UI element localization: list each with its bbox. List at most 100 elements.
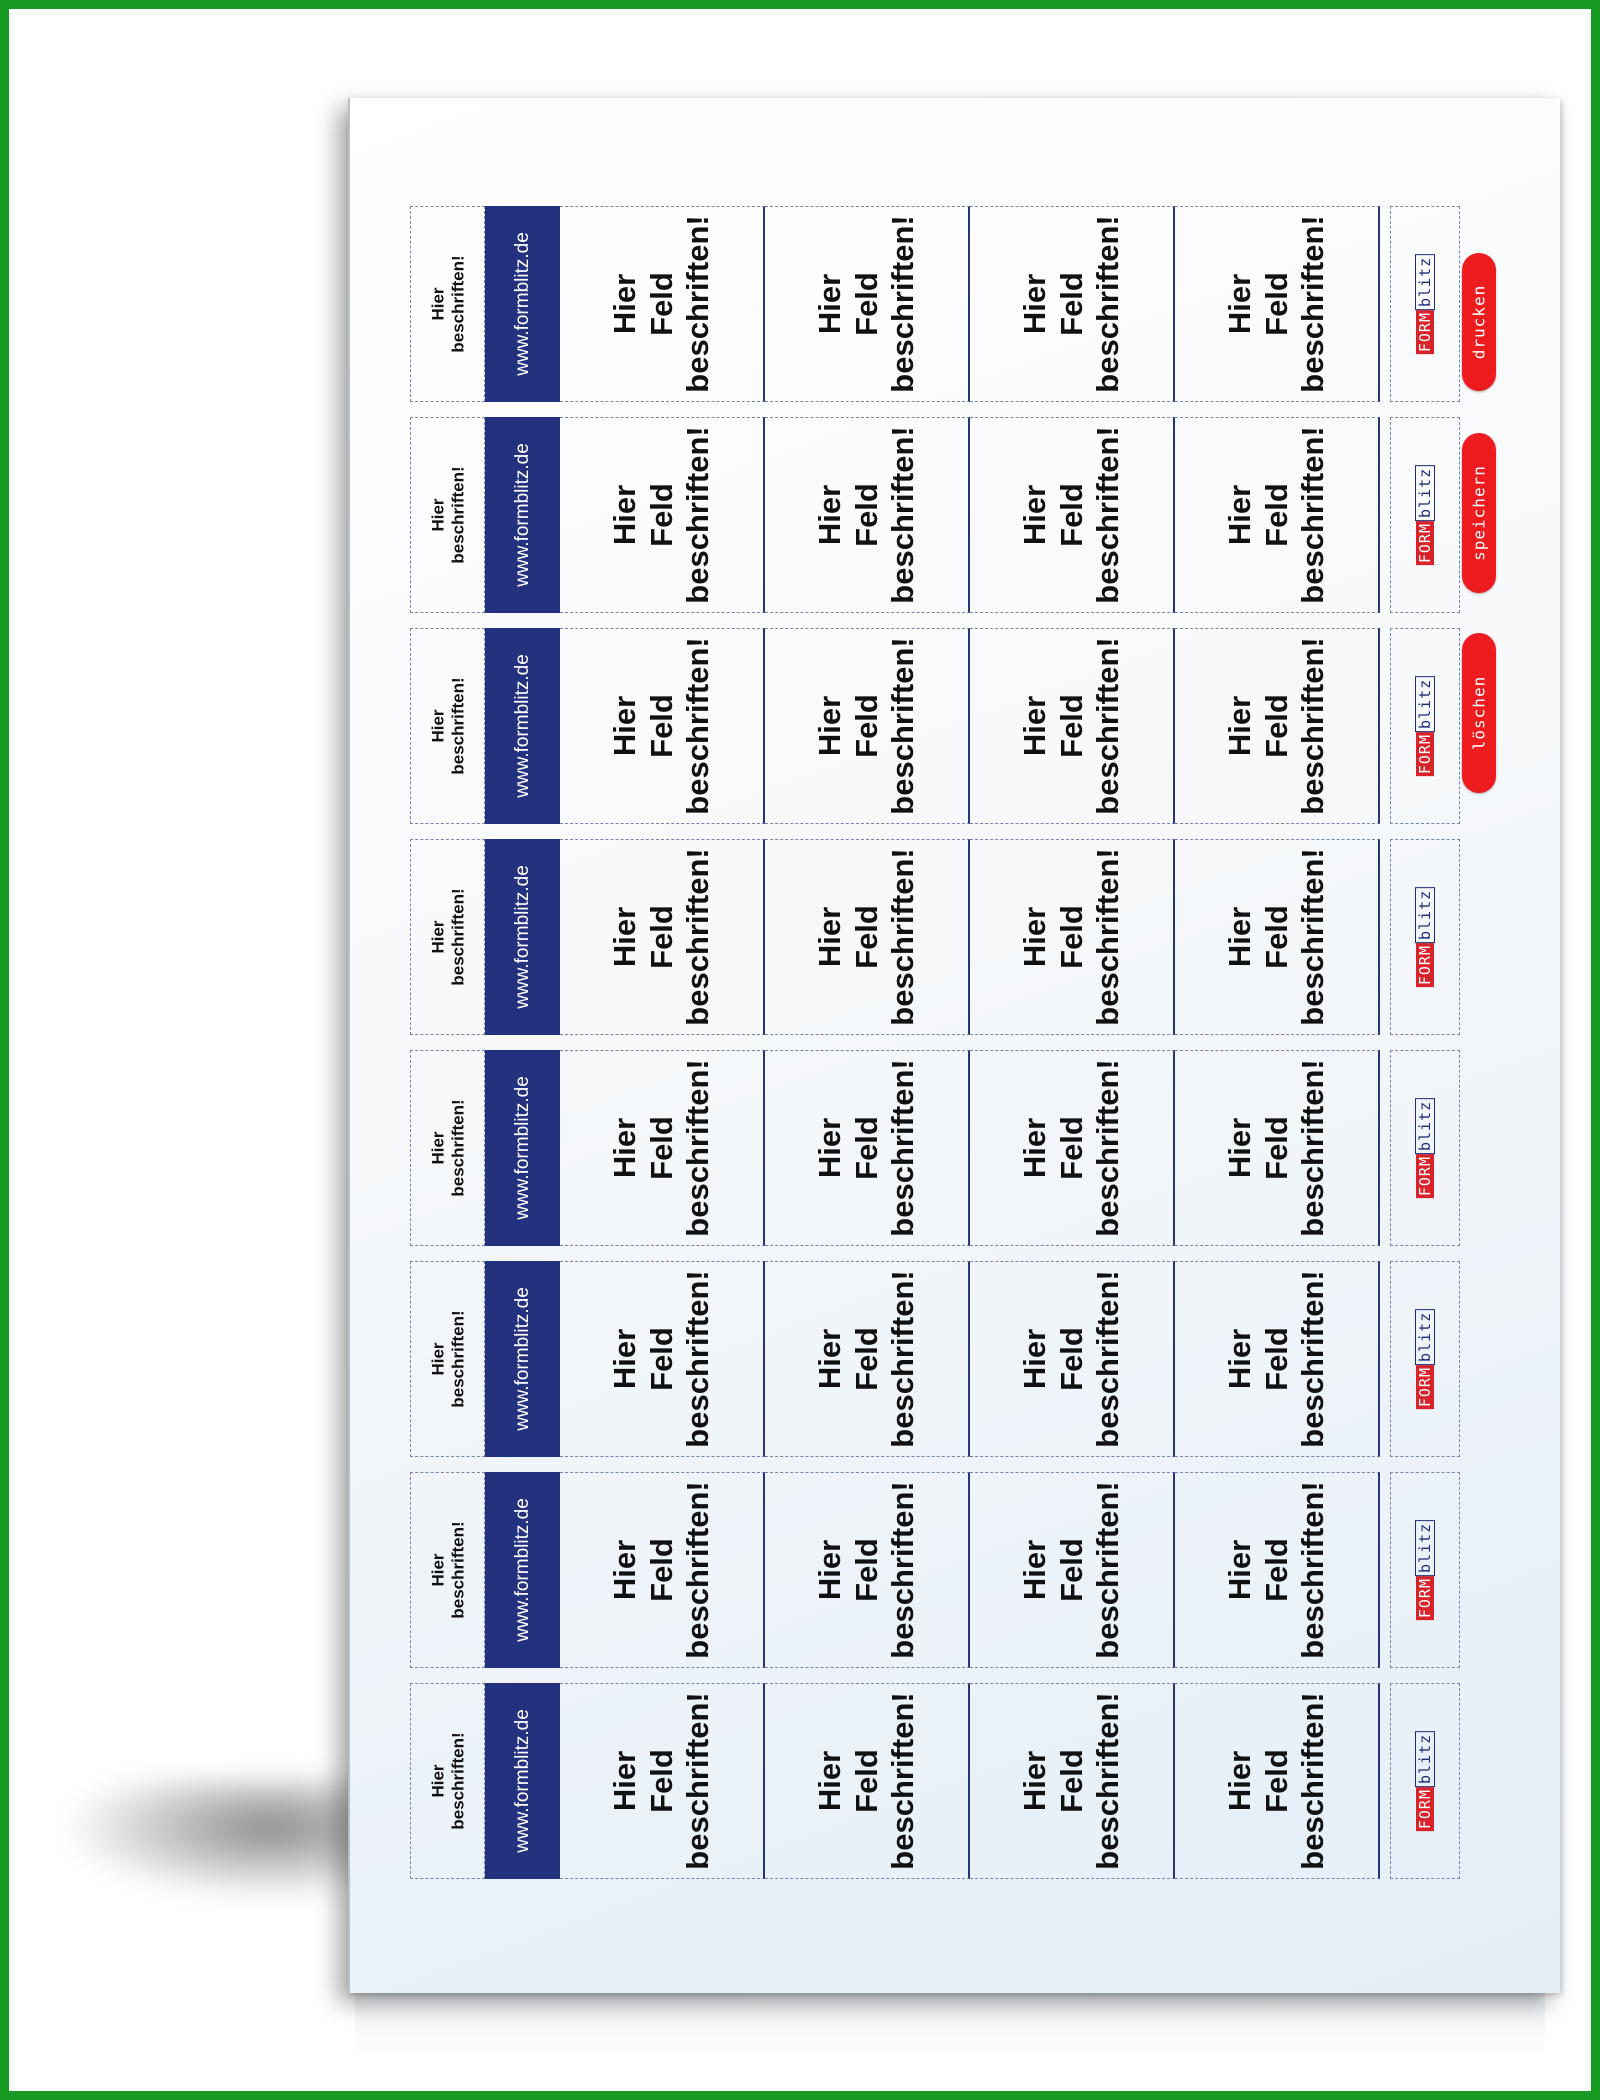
field-cell[interactable]: Hier Feld beschriften! (1175, 628, 1380, 824)
field-text: Hier Feld beschriften! (811, 848, 920, 1026)
document-sheet: Hier beschriften! www.formblitz.de Hier … (348, 98, 1560, 1993)
field-cell[interactable]: Hier Feld beschriften! (970, 417, 1175, 613)
field-cell[interactable]: Hier Feld beschriften! (1175, 1050, 1380, 1246)
logo-cell: FORMblitz (1390, 1261, 1460, 1457)
logo-form: FORM (1416, 1576, 1434, 1621)
small-label-cell[interactable]: Hier beschriften! (410, 1683, 485, 1879)
logo-form: FORM (1416, 943, 1434, 988)
field-cell[interactable]: Hier Feld beschriften! (1175, 1683, 1380, 1879)
formblitz-logo: FORMblitz (1415, 464, 1435, 566)
field-cell[interactable]: Hier Feld beschriften! (970, 628, 1175, 824)
field-cell[interactable]: Hier Feld beschriften! (560, 1050, 765, 1246)
save-button[interactable]: speichern (1462, 433, 1496, 593)
field-cell[interactable]: Hier Feld beschriften! (765, 628, 970, 824)
small-label-text: Hier beschriften! (427, 1310, 467, 1408)
logo-form: FORM (1416, 521, 1434, 566)
field-cell[interactable]: Hier Feld beschriften! (560, 839, 765, 1035)
field-text: Hier Feld beschriften! (1016, 1270, 1125, 1448)
logo-blitz: blitz (1415, 1519, 1435, 1577)
url-band: www.formblitz.de (485, 417, 560, 613)
url-band: www.formblitz.de (485, 1261, 560, 1457)
field-cell[interactable]: Hier Feld beschriften! (970, 206, 1175, 402)
small-label-text: Hier beschriften! (427, 888, 467, 986)
sheet-reflection (355, 1990, 1545, 2060)
url-text: www.formblitz.de (511, 1709, 533, 1853)
logo-form: FORM (1416, 1154, 1434, 1199)
print-button[interactable]: drucken (1462, 253, 1496, 391)
field-text: Hier Feld beschriften! (1016, 215, 1125, 393)
small-label-cell[interactable]: Hier beschriften! (410, 1050, 485, 1246)
field-text: Hier Feld beschriften! (1016, 426, 1125, 604)
logo-blitz: blitz (1415, 1308, 1435, 1366)
small-label-cell[interactable]: Hier beschriften! (410, 1472, 485, 1668)
field-cell[interactable]: Hier Feld beschriften! (1175, 839, 1380, 1035)
formblitz-logo: FORMblitz (1415, 1519, 1435, 1621)
field-text: Hier Feld beschriften! (1221, 1059, 1330, 1237)
logo-form: FORM (1416, 1365, 1434, 1410)
logo-cell: FORMblitz (1390, 1472, 1460, 1668)
label-row: Hier beschriften! www.formblitz.de Hier … (410, 839, 1460, 1035)
logo-cell: FORMblitz (1390, 206, 1460, 402)
field-cell[interactable]: Hier Feld beschriften! (560, 417, 765, 613)
field-cell[interactable]: Hier Feld beschriften! (560, 1472, 765, 1668)
field-text: Hier Feld beschriften! (811, 1692, 920, 1870)
field-cell[interactable]: Hier Feld beschriften! (765, 417, 970, 613)
field-text: Hier Feld beschriften! (811, 1481, 920, 1659)
label-grid: Hier beschriften! www.formblitz.de Hier … (410, 206, 1460, 1906)
logo-form: FORM (1416, 1787, 1434, 1832)
url-band: www.formblitz.de (485, 1683, 560, 1879)
logo-blitz: blitz (1415, 1097, 1435, 1155)
logo-form: FORM (1416, 732, 1434, 777)
field-cell[interactable]: Hier Feld beschriften! (560, 1683, 765, 1879)
logo-form: FORM (1416, 310, 1434, 355)
small-label-cell[interactable]: Hier beschriften! (410, 417, 485, 613)
formblitz-logo: FORMblitz (1415, 1730, 1435, 1832)
formblitz-logo: FORMblitz (1415, 1097, 1435, 1199)
field-text: Hier Feld beschriften! (811, 637, 920, 815)
url-text: www.formblitz.de (511, 1287, 533, 1431)
url-text: www.formblitz.de (511, 1498, 533, 1642)
field-text: Hier Feld beschriften! (1221, 1692, 1330, 1870)
small-label-text: Hier beschriften! (427, 255, 467, 353)
logo-cell: FORMblitz (1390, 417, 1460, 613)
field-cell[interactable]: Hier Feld beschriften! (560, 628, 765, 824)
small-label-cell[interactable]: Hier beschriften! (410, 1261, 485, 1457)
field-cell[interactable]: Hier Feld beschriften! (970, 1472, 1175, 1668)
field-cell[interactable]: Hier Feld beschriften! (560, 206, 765, 402)
field-cell[interactable]: Hier Feld beschriften! (765, 206, 970, 402)
logo-blitz: blitz (1415, 1730, 1435, 1788)
field-cell[interactable]: Hier Feld beschriften! (970, 839, 1175, 1035)
small-label-cell[interactable]: Hier beschriften! (410, 839, 485, 1035)
field-text: Hier Feld beschriften! (1016, 848, 1125, 1026)
small-label-cell[interactable]: Hier beschriften! (410, 628, 485, 824)
logo-blitz: blitz (1415, 253, 1435, 311)
field-cell[interactable]: Hier Feld beschriften! (765, 1472, 970, 1668)
label-row: Hier beschriften! www.formblitz.de Hier … (410, 1050, 1460, 1246)
field-cell[interactable]: Hier Feld beschriften! (970, 1683, 1175, 1879)
field-text: Hier Feld beschriften! (606, 215, 715, 393)
field-cell[interactable]: Hier Feld beschriften! (970, 1050, 1175, 1246)
logo-blitz: blitz (1415, 675, 1435, 733)
field-text: Hier Feld beschriften! (1016, 1481, 1125, 1659)
field-cell[interactable]: Hier Feld beschriften! (1175, 1472, 1380, 1668)
field-cell[interactable]: Hier Feld beschriften! (1175, 1261, 1380, 1457)
field-cell[interactable]: Hier Feld beschriften! (765, 1050, 970, 1246)
logo-blitz: blitz (1415, 464, 1435, 522)
field-cell[interactable]: Hier Feld beschriften! (1175, 206, 1380, 402)
field-cell[interactable]: Hier Feld beschriften! (765, 1683, 970, 1879)
field-text: Hier Feld beschriften! (1221, 637, 1330, 815)
clear-button[interactable]: löschen (1462, 633, 1496, 793)
field-text: Hier Feld beschriften! (1221, 848, 1330, 1026)
field-cell[interactable]: Hier Feld beschriften! (970, 1261, 1175, 1457)
field-cell[interactable]: Hier Feld beschriften! (765, 839, 970, 1035)
formblitz-logo: FORMblitz (1415, 886, 1435, 988)
small-label-cell[interactable]: Hier beschriften! (410, 206, 485, 402)
field-text: Hier Feld beschriften! (1221, 426, 1330, 604)
label-row: Hier beschriften! www.formblitz.de Hier … (410, 1683, 1460, 1879)
field-cell[interactable]: Hier Feld beschriften! (560, 1261, 765, 1457)
field-cell[interactable]: Hier Feld beschriften! (765, 1261, 970, 1457)
save-button-label: speichern (1469, 465, 1489, 561)
field-cell[interactable]: Hier Feld beschriften! (1175, 417, 1380, 613)
field-text: Hier Feld beschriften! (1016, 1692, 1125, 1870)
url-text: www.formblitz.de (511, 232, 533, 376)
